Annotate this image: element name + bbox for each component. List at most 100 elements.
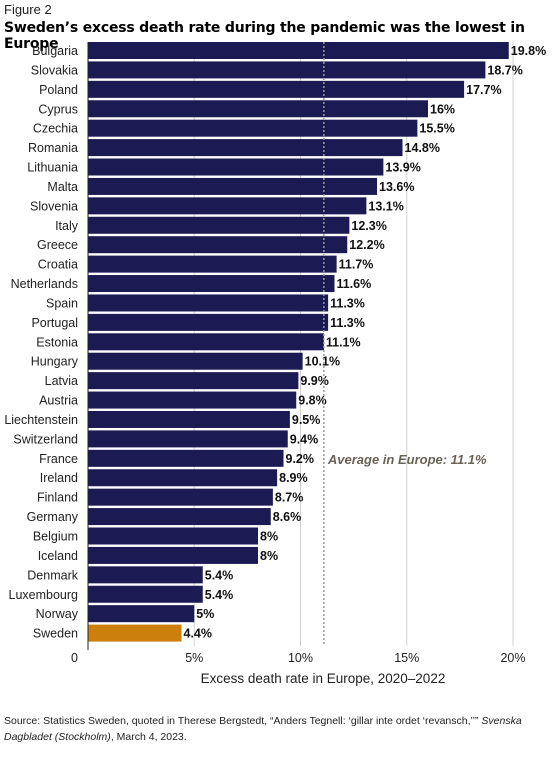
x-axis-label: Excess death rate in Europe, 2020–2022 bbox=[201, 671, 446, 686]
value-label-5: 14.8% bbox=[405, 141, 440, 155]
value-label-28: 5.4% bbox=[205, 588, 234, 602]
value-label-29: 5% bbox=[196, 607, 214, 621]
source-prefix: Source: Statistics Sweden, quoted in The… bbox=[4, 715, 482, 727]
bar-23 bbox=[88, 488, 273, 506]
category-label-8: Slovenia bbox=[30, 199, 78, 213]
bar-7 bbox=[88, 177, 377, 195]
value-label-21: 9.2% bbox=[286, 452, 315, 466]
bar-3 bbox=[88, 100, 428, 118]
value-label-22: 8.9% bbox=[279, 471, 308, 485]
x-tick-label-0: 0 bbox=[71, 651, 78, 665]
bar-17 bbox=[88, 372, 299, 390]
bar-10 bbox=[88, 236, 348, 254]
bar-1 bbox=[88, 61, 486, 79]
category-label-10: Greece bbox=[37, 238, 78, 252]
category-label-3: Cyprus bbox=[38, 102, 78, 116]
category-label-0: Bulgaria bbox=[32, 44, 78, 58]
bar-20 bbox=[88, 430, 288, 448]
x-tick-label-1: 5% bbox=[185, 651, 203, 665]
bar-11 bbox=[88, 255, 337, 273]
value-label-20: 9.4% bbox=[290, 432, 319, 446]
category-label-9: Italy bbox=[55, 219, 79, 233]
category-label-27: Denmark bbox=[27, 568, 78, 582]
bar-12 bbox=[88, 275, 335, 293]
category-label-30: Sweden bbox=[33, 627, 78, 641]
value-label-25: 8% bbox=[260, 530, 278, 544]
average-label: Average in Europe: 11.1% bbox=[327, 452, 487, 467]
bar-5 bbox=[88, 139, 403, 157]
value-label-16: 10.1% bbox=[305, 355, 340, 369]
bar-15 bbox=[88, 333, 324, 351]
category-label-5: Romania bbox=[28, 141, 78, 155]
source-note: Source: Statistics Sweden, quoted in The… bbox=[4, 713, 556, 745]
bar-25 bbox=[88, 527, 258, 545]
bar-14 bbox=[88, 313, 329, 331]
value-label-8: 13.1% bbox=[368, 199, 403, 213]
value-label-18: 9.8% bbox=[298, 394, 327, 408]
value-label-12: 11.6% bbox=[337, 277, 372, 291]
value-label-6: 13.9% bbox=[385, 161, 420, 175]
bar-28 bbox=[88, 585, 203, 603]
bar-24 bbox=[88, 508, 271, 526]
category-label-28: Luxembourg bbox=[9, 588, 79, 602]
category-label-11: Croatia bbox=[38, 258, 78, 272]
value-label-0: 19.8% bbox=[511, 44, 546, 58]
value-label-15: 11.1% bbox=[326, 335, 361, 349]
x-tick-label-4: 20% bbox=[500, 651, 525, 665]
value-label-10: 12.2% bbox=[349, 238, 384, 252]
category-label-19: Liechtenstein bbox=[4, 413, 78, 427]
chart-title: Sweden’s excess death rate during the pa… bbox=[4, 20, 525, 52]
category-label-23: Finland bbox=[37, 491, 78, 505]
bar-18 bbox=[88, 391, 297, 409]
category-label-12: Netherlands bbox=[11, 277, 78, 291]
category-label-18: Austria bbox=[39, 394, 78, 408]
value-label-3: 16% bbox=[430, 102, 455, 116]
bar-27 bbox=[88, 566, 203, 584]
bar-26 bbox=[88, 546, 258, 564]
category-label-7: Malta bbox=[47, 180, 78, 194]
category-label-16: Hungary bbox=[31, 355, 79, 369]
value-label-23: 8.7% bbox=[275, 491, 304, 505]
category-label-29: Norway bbox=[36, 607, 79, 621]
category-label-13: Spain bbox=[46, 296, 78, 310]
category-label-22: Ireland bbox=[40, 471, 78, 485]
x-tick-label-2: 10% bbox=[288, 651, 313, 665]
category-label-26: Iceland bbox=[38, 549, 78, 563]
bar-8 bbox=[88, 197, 367, 215]
category-label-24: Germany bbox=[27, 510, 79, 524]
bar-2 bbox=[88, 80, 465, 98]
category-label-1: Slovakia bbox=[31, 63, 78, 77]
value-label-17: 9.9% bbox=[300, 374, 329, 388]
value-label-7: 13.6% bbox=[379, 180, 414, 194]
category-label-2: Poland bbox=[39, 83, 78, 97]
bar-6 bbox=[88, 158, 384, 176]
value-label-14: 11.3% bbox=[330, 316, 365, 330]
bar-16 bbox=[88, 352, 303, 370]
bar-13 bbox=[88, 294, 329, 312]
bar-9 bbox=[88, 216, 350, 234]
bar-chart: Bulgaria 19.8% Slovakia 18.7% Poland 17.7% Cyp… bbox=[4, 42, 546, 686]
value-label-30: 4.4% bbox=[184, 627, 213, 641]
category-label-21: France bbox=[39, 452, 78, 466]
bar-19 bbox=[88, 410, 290, 428]
category-label-25: Belgium bbox=[33, 530, 78, 544]
value-label-27: 5.4% bbox=[205, 568, 234, 582]
category-label-4: Czechia bbox=[33, 122, 78, 136]
bar-4 bbox=[88, 119, 418, 137]
bar-0 bbox=[88, 42, 509, 59]
x-tick-label-3: 15% bbox=[394, 651, 419, 665]
bar-22 bbox=[88, 469, 278, 487]
value-label-4: 15.5% bbox=[419, 122, 454, 136]
category-label-15: Estonia bbox=[36, 335, 78, 349]
source-suffix: , March 4, 2023. bbox=[110, 731, 187, 743]
category-label-20: Switzerland bbox=[13, 432, 78, 446]
value-label-24: 8.6% bbox=[273, 510, 302, 524]
value-label-1: 18.7% bbox=[487, 63, 522, 77]
category-label-14: Portugal bbox=[31, 316, 78, 330]
value-label-26: 8% bbox=[260, 549, 278, 563]
bar-30 bbox=[88, 624, 182, 642]
value-label-19: 9.5% bbox=[292, 413, 321, 427]
value-label-13: 11.3% bbox=[330, 296, 365, 310]
bar-29 bbox=[88, 605, 195, 623]
figure-label: Figure 2 bbox=[4, 2, 52, 17]
